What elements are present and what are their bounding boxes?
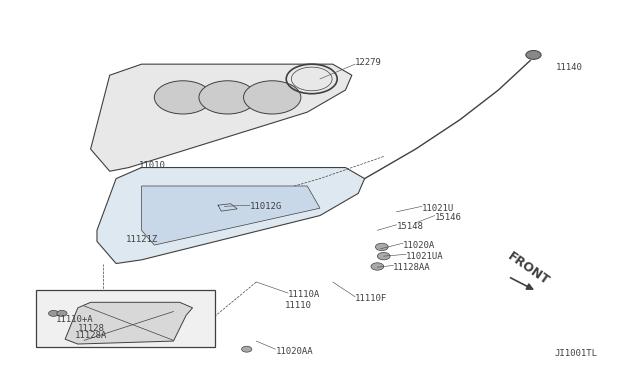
Text: 15146: 15146 — [435, 213, 461, 222]
Polygon shape — [65, 302, 193, 344]
Text: 11021U: 11021U — [422, 203, 454, 213]
Text: 11128: 11128 — [78, 324, 105, 333]
Circle shape — [154, 81, 212, 114]
Circle shape — [526, 51, 541, 60]
Text: 11110: 11110 — [285, 301, 312, 311]
Text: 11110A: 11110A — [288, 291, 321, 299]
Text: 12279: 12279 — [355, 58, 382, 67]
Polygon shape — [91, 64, 352, 171]
Text: 11012G: 11012G — [250, 202, 282, 211]
Circle shape — [371, 263, 384, 270]
Text: JI1001TL: JI1001TL — [554, 349, 597, 358]
Circle shape — [376, 243, 388, 251]
Circle shape — [199, 81, 256, 114]
Circle shape — [378, 253, 390, 260]
Text: 11128AA: 11128AA — [394, 263, 431, 272]
Circle shape — [49, 310, 59, 316]
Text: 11128A: 11128A — [75, 331, 107, 340]
FancyBboxPatch shape — [36, 290, 215, 347]
Text: 15148: 15148 — [396, 222, 423, 231]
Circle shape — [242, 346, 252, 352]
Text: 11121Z: 11121Z — [125, 235, 158, 244]
Polygon shape — [97, 167, 365, 263]
Text: 11110+A: 11110+A — [56, 315, 93, 324]
Text: 11140: 11140 — [556, 63, 582, 72]
Text: 11010: 11010 — [138, 161, 165, 170]
Text: 11021UA: 11021UA — [406, 251, 444, 261]
Text: 11110F: 11110F — [355, 294, 387, 303]
Text: 11020A: 11020A — [403, 241, 435, 250]
Polygon shape — [141, 186, 320, 245]
Circle shape — [244, 81, 301, 114]
Text: FRONT: FRONT — [505, 250, 552, 288]
Circle shape — [57, 310, 67, 316]
Text: 11020AA: 11020AA — [275, 347, 313, 356]
